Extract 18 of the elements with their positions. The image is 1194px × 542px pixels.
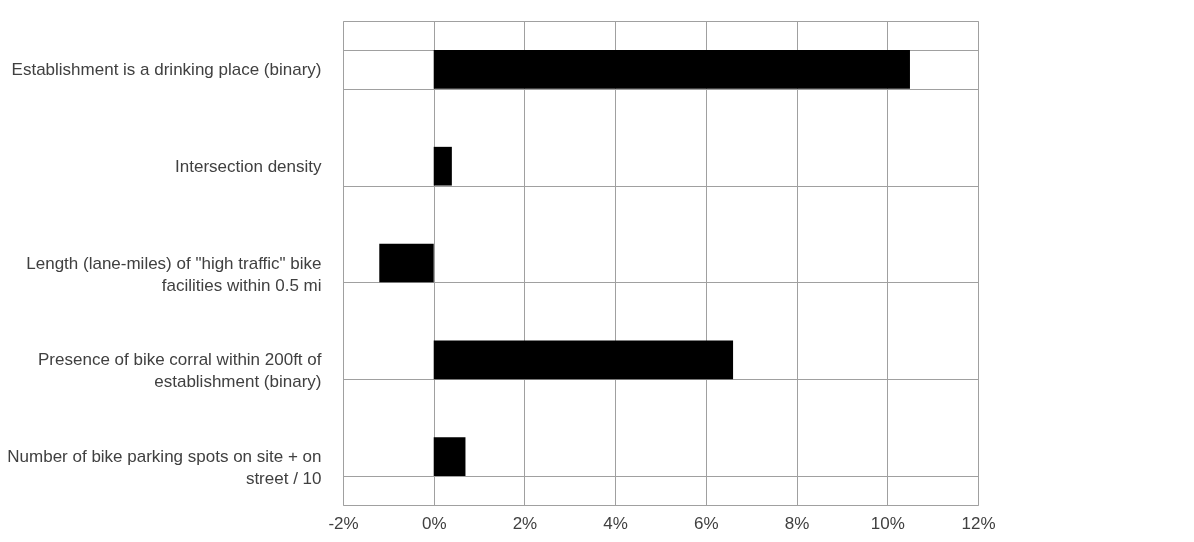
y-tick-label: Number of bike parking spots on site + on street / 10 [7,447,322,489]
y-tick-label: Presence of bike corral within 200ft of establishment (binary) [38,350,322,392]
x-tick-label: -2% [328,513,359,533]
x-tick-label: 6% [694,513,719,533]
x-tick-label: 10% [870,513,905,533]
x-tick-label: 12% [961,513,996,533]
x-tick-label: 2% [512,513,538,533]
bar [433,146,452,186]
y-tick-label: Length (lane-miles) of "high traffic" bike facilities within 0.5 mi [26,253,322,295]
bar [433,340,734,380]
bar [379,243,434,283]
y-tick-label: Intersection density [175,156,322,176]
x-tick-label: 8% [784,513,810,533]
bar [433,50,910,89]
x-tick-label: 4% [603,513,628,533]
y-tick-label: Establishment is a drinking place (binary) [11,59,322,79]
bar [433,437,466,476]
x-tick-label: 0% [421,513,447,533]
